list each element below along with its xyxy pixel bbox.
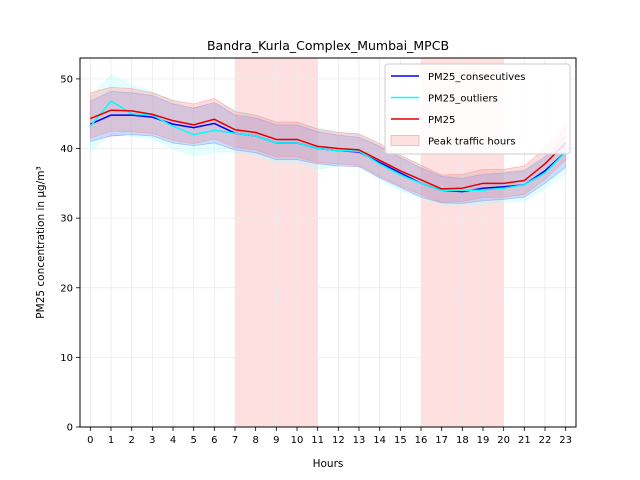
x-tick-label-17: 17 <box>435 435 448 446</box>
x-tick-label-8: 8 <box>252 435 258 446</box>
legend-marker-3 <box>390 135 420 146</box>
y-tick-label-3: 30 <box>60 214 73 225</box>
x-tick-label-22: 22 <box>539 435 552 446</box>
legend: PM25_consecutives PM25_outliers PM25 Peak t… <box>384 63 571 155</box>
series-line-PM25_outliers <box>89 100 567 192</box>
legend-label-1: PM25_outliers <box>428 94 498 105</box>
chart-title: Bandra_Kurla_Complex_Mumbai_MPCB <box>207 38 449 53</box>
y-tick-label-1: 10 <box>60 353 73 364</box>
y-tick-label-5: 50 <box>60 74 73 85</box>
legend-label-3: Peak traffic hours <box>428 137 516 148</box>
x-tick-label-2: 2 <box>128 435 134 446</box>
x-tick-label-21: 21 <box>518 435 531 446</box>
x-tick-label-16: 16 <box>415 435 428 446</box>
x-tick-label-6: 6 <box>211 435 217 446</box>
y-axis-ticks: 0 10 20 30 40 50 <box>60 74 80 434</box>
band-PM25 <box>89 86 567 203</box>
legend-label-2: PM25 <box>428 115 455 126</box>
x-tick-label-23: 23 <box>559 435 572 446</box>
x-tick-label-19: 19 <box>477 435 490 446</box>
y-tick-label-4: 40 <box>60 144 73 155</box>
x-tick-label-14: 14 <box>373 435 386 446</box>
x-tick-label-10: 10 <box>291 435 304 446</box>
x-tick-label-20: 20 <box>497 435 510 446</box>
y-tick-label-2: 20 <box>60 283 73 294</box>
x-tick-label-1: 1 <box>108 435 114 446</box>
x-tick-label-9: 9 <box>273 435 279 446</box>
x-tick-label-7: 7 <box>232 435 238 446</box>
y-tick-label-0: 0 <box>67 423 73 434</box>
x-axis-label: Hours <box>313 458 344 470</box>
x-tick-label-5: 5 <box>190 435 196 446</box>
x-tick-label-3: 3 <box>149 435 155 446</box>
x-tick-label-15: 15 <box>394 435 407 446</box>
x-tick-label-13: 13 <box>353 435 366 446</box>
x-axis-ticks: 0 1 2 3 4 5 6 7 8 9 10 11 12 13 14 15 16 17 18 19 20 21 22 23 <box>87 427 572 446</box>
plot-frame <box>79 57 577 428</box>
x-tick-label-12: 12 <box>332 435 345 446</box>
x-tick-label-0: 0 <box>87 435 93 446</box>
legend-box <box>384 63 571 155</box>
x-tick-label-11: 11 <box>311 435 324 446</box>
series-lines <box>89 100 567 193</box>
y-axis-label: PM25 concentration in µg/m³ <box>35 166 47 318</box>
series-line-PM25 <box>90 109 567 190</box>
x-tick-label-18: 18 <box>456 435 469 446</box>
legend-label-0: PM25_consecutives <box>428 72 526 83</box>
x-tick-label-4: 4 <box>170 435 176 446</box>
